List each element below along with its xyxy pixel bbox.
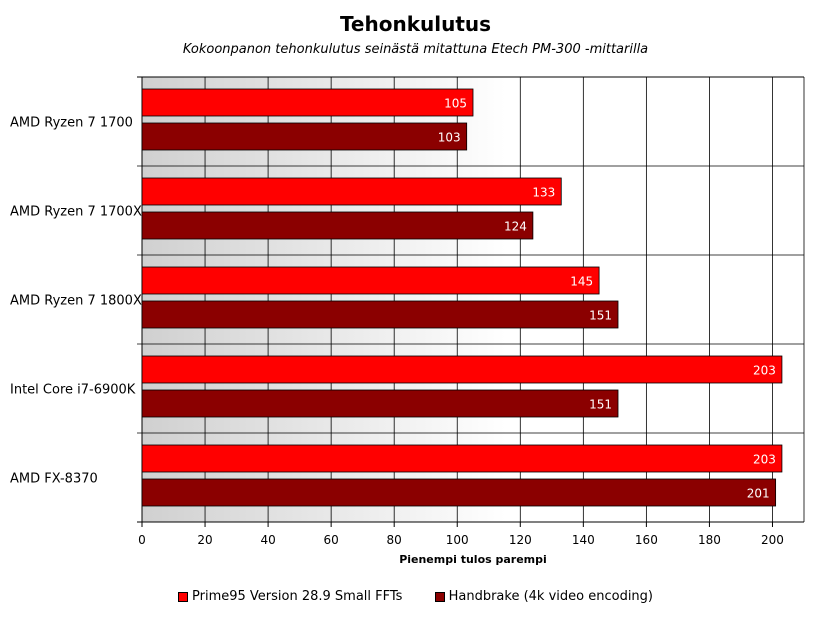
bar-value-label: 145 xyxy=(570,275,593,289)
bar xyxy=(141,389,619,418)
bar-value-label: 124 xyxy=(504,220,527,234)
x-tick-label: 200 xyxy=(761,533,784,547)
bar xyxy=(141,266,600,295)
bar xyxy=(141,355,783,384)
bar-value-label: 105 xyxy=(444,97,467,111)
x-tick-label: 180 xyxy=(698,533,721,547)
x-axis-title: Pienempi tulos parempi xyxy=(399,553,547,566)
legend-swatch-series-1 xyxy=(178,591,188,602)
bar-value-label: 203 xyxy=(753,364,776,378)
bar xyxy=(141,478,777,507)
category-label: Intel Core i7-6900K xyxy=(10,383,136,398)
category-label: AMD FX-8370 xyxy=(10,472,98,487)
category-label: AMD Ryzen 7 1700 xyxy=(10,116,133,131)
category-label: AMD Ryzen 7 1700X xyxy=(10,205,142,220)
legend-item-series-2: Handbrake (4k video encoding) xyxy=(434,589,653,604)
bar-value-label: 103 xyxy=(438,131,461,145)
x-tick-label: 0 xyxy=(138,533,146,547)
bar-value-label: 203 xyxy=(753,453,776,467)
x-tick-label: 80 xyxy=(387,533,402,547)
bar xyxy=(141,88,474,117)
chart-title: Tehonkulutus xyxy=(339,12,492,36)
legend-swatch-series-2 xyxy=(434,591,445,602)
bar-value-label: 151 xyxy=(589,398,612,412)
legend-label-series-1: Prime95 Version 28.9 Small FFTs xyxy=(192,589,403,604)
x-tick-label: 100 xyxy=(446,533,469,547)
bar xyxy=(141,122,468,151)
chart-subtitle: Kokoonpanon tehonkulutus seinästä mitatt… xyxy=(182,42,649,57)
bar xyxy=(141,300,619,329)
x-tick-label: 160 xyxy=(635,533,658,547)
bar-value-label: 133 xyxy=(532,186,555,200)
bar xyxy=(141,444,783,473)
x-tick-label: 40 xyxy=(260,533,275,547)
legend-label-series-2: Handbrake (4k video encoding) xyxy=(448,589,653,604)
legend: Prime95 Version 28.9 Small FFTs Handbrak… xyxy=(0,589,831,606)
category-label: AMD Ryzen 7 1800X xyxy=(10,294,142,309)
bar-value-label: 201 xyxy=(747,487,770,501)
bar xyxy=(141,177,562,206)
legend-item-series-1: Prime95 Version 28.9 Small FFTs xyxy=(178,589,402,604)
x-tick-label: 20 xyxy=(197,533,212,547)
bar-value-label: 151 xyxy=(589,309,612,323)
x-tick-label: 140 xyxy=(572,533,595,547)
x-tick-label: 60 xyxy=(324,533,339,547)
x-tick-label: 120 xyxy=(509,533,532,547)
bar xyxy=(141,211,534,240)
